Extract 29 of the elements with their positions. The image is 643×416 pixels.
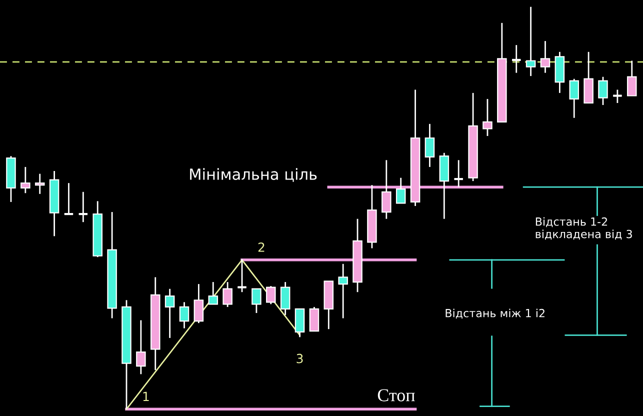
candlestick [208, 281, 218, 305]
candlestick [482, 98, 492, 137]
candlestick [34, 173, 45, 195]
annotation: 3 [296, 354, 303, 364]
annotation: 1 [143, 392, 149, 402]
candlestick [266, 285, 276, 305]
candlestick [540, 40, 550, 74]
series-label: Стоп [378, 389, 415, 402]
candlestick [20, 166, 30, 194]
candlestick [309, 306, 320, 332]
candlestick [526, 6, 536, 77]
candlestick [569, 78, 580, 119]
candlestick [626, 60, 637, 96]
annotation: 2 [258, 242, 264, 252]
candlestick [280, 281, 290, 316]
series-label: Мінімальна ціль [190, 168, 317, 182]
annotation: Відстань 1-2 відкладена від 3 [536, 217, 632, 240]
candlestick [598, 76, 608, 106]
candlestick [338, 263, 348, 319]
candlestick [396, 177, 406, 204]
candlestick [179, 301, 190, 329]
candlestick [194, 283, 204, 324]
candlestick [164, 288, 175, 339]
annotation: Відстань між 1 і2 [446, 308, 544, 319]
candlestick [222, 281, 232, 308]
candlestick [424, 123, 435, 168]
candlestick [136, 320, 146, 375]
candlestick [252, 288, 262, 314]
candlestick [294, 308, 305, 338]
